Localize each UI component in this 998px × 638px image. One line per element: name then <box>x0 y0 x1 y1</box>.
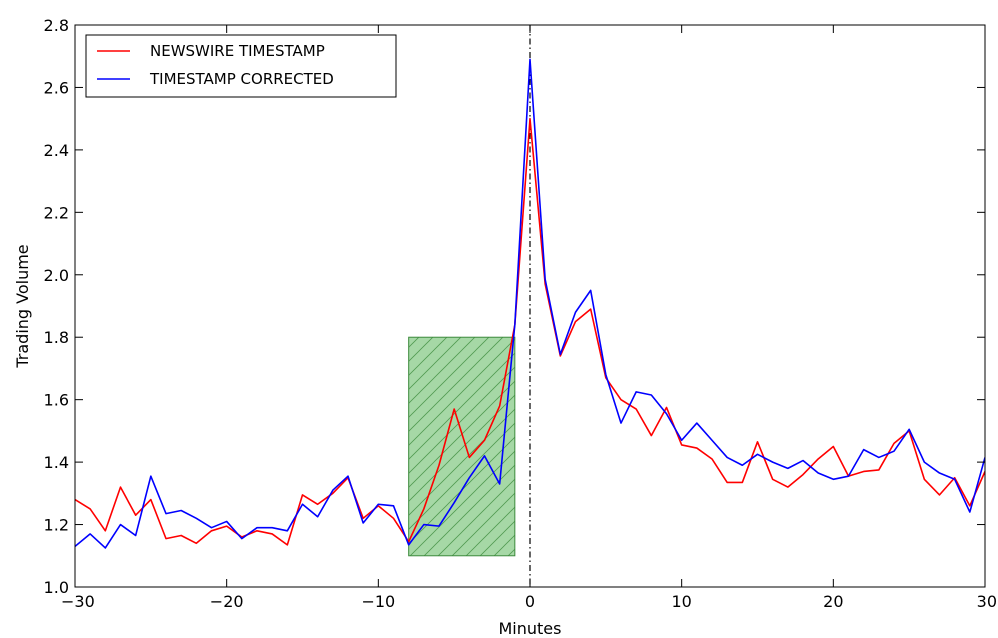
legend: NEWSWIRE TIMESTAMP TIMESTAMP CORRECTED <box>85 34 397 98</box>
y-tick-label: 2.8 <box>44 16 69 35</box>
legend-label-corrected: TIMESTAMP CORRECTED <box>149 70 334 88</box>
tick-layer: −30 −20 −10 0 10 20 30 1.0 1.2 1.4 1.6 1.8 2.0 2.2 2.4… <box>44 16 997 611</box>
y-tick-label: 1.8 <box>44 328 69 347</box>
shaded-region-hatch <box>408 337 515 556</box>
y-tick-label: 2.6 <box>44 78 69 97</box>
series-line-newswire <box>75 117 985 546</box>
y-tick-label: 1.0 <box>44 578 69 597</box>
y-tick-label: 2.2 <box>44 203 69 222</box>
series-line-corrected <box>75 58 985 549</box>
legend-box <box>85 34 397 98</box>
shaded-region-layer <box>408 336 516 557</box>
x-tick-label: 0 <box>525 592 535 611</box>
y-tick-label: 2.0 <box>44 266 69 285</box>
legend-label-newswire: NEWSWIRE TIMESTAMP <box>150 42 325 60</box>
x-tick-label: −20 <box>210 592 244 611</box>
y-axis-title: Trading Volume <box>13 244 32 368</box>
y-tick-label: 1.2 <box>44 516 69 535</box>
x-tick-label: 30 <box>977 592 997 611</box>
y-tick-label: 2.4 <box>44 141 69 160</box>
x-tick-label: −10 <box>361 592 395 611</box>
x-tick-label: 20 <box>823 592 843 611</box>
x-axis-title: Minutes <box>499 619 562 638</box>
x-tick-label: 10 <box>671 592 691 611</box>
x-tick-label: −30 <box>61 592 95 611</box>
y-tick-label: 1.6 <box>44 391 69 410</box>
series-layer <box>75 58 985 549</box>
y-tick-label: 1.4 <box>44 453 69 472</box>
